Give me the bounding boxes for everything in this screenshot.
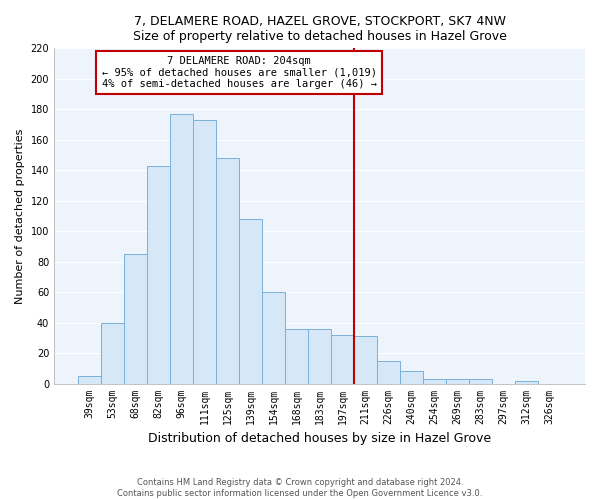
Bar — [216, 158, 239, 384]
Bar — [101, 322, 124, 384]
Bar — [515, 380, 538, 384]
Y-axis label: Number of detached properties: Number of detached properties — [15, 128, 25, 304]
Bar — [354, 336, 377, 384]
Bar — [423, 379, 446, 384]
Bar — [239, 219, 262, 384]
Bar — [147, 166, 170, 384]
Bar — [170, 114, 193, 384]
Text: Contains HM Land Registry data © Crown copyright and database right 2024.
Contai: Contains HM Land Registry data © Crown c… — [118, 478, 482, 498]
Bar — [377, 360, 400, 384]
Bar — [331, 335, 354, 384]
Bar — [446, 379, 469, 384]
Bar — [469, 379, 492, 384]
Title: 7, DELAMERE ROAD, HAZEL GROVE, STOCKPORT, SK7 4NW
Size of property relative to d: 7, DELAMERE ROAD, HAZEL GROVE, STOCKPORT… — [133, 15, 506, 43]
Bar — [262, 292, 285, 384]
Bar — [308, 328, 331, 384]
Bar — [193, 120, 216, 384]
Bar — [124, 254, 147, 384]
Bar — [285, 328, 308, 384]
X-axis label: Distribution of detached houses by size in Hazel Grove: Distribution of detached houses by size … — [148, 432, 491, 445]
Bar — [400, 372, 423, 384]
Text: 7 DELAMERE ROAD: 204sqm
← 95% of detached houses are smaller (1,019)
4% of semi-: 7 DELAMERE ROAD: 204sqm ← 95% of detache… — [101, 56, 377, 89]
Bar — [78, 376, 101, 384]
